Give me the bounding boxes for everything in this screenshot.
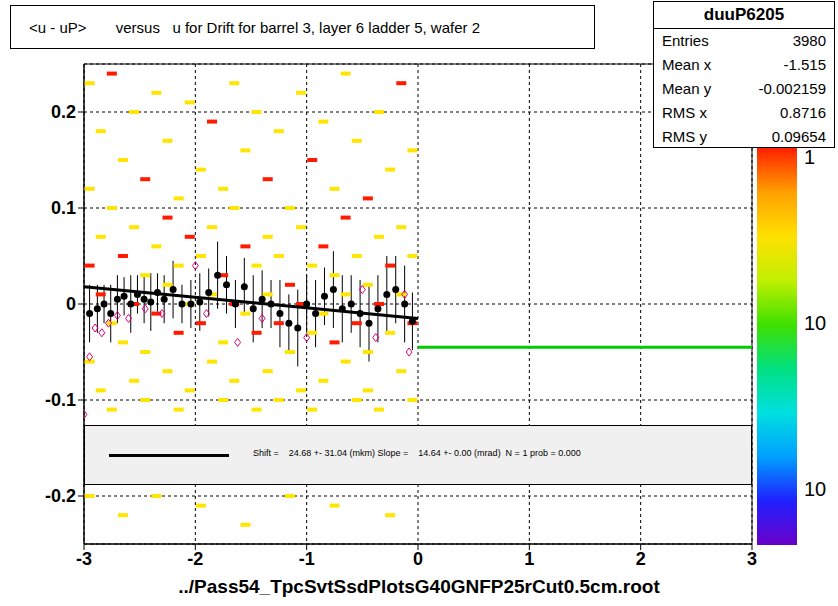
svg-text:-1: -1 [299,549,315,569]
svg-text:0.1: 0.1 [51,198,76,218]
html-text:1: 1 [804,146,816,168]
svg-text:-0.1: -0.1 [45,390,76,410]
html-text:-1.515: -1.515 [783,56,826,73]
svg-text:2: 2 [636,549,646,569]
svg-text:-3: -3 [76,549,92,569]
html-text:Entries: Entries [662,32,709,49]
html-text:<u - uP> versus u for Drift fo: <u - uP> versus u for Drift for barrel 3… [29,18,480,36]
svg-text:0: 0 [66,294,76,314]
svg-text:-0.2: -0.2 [45,486,76,506]
html-text:RMS y: RMS y [662,128,707,145]
html-text:3980: 3980 [792,32,826,49]
svg-text:3: 3 [747,549,757,569]
html-text:0.8716: 0.8716 [780,104,826,121]
svg-text:0: 0 [413,549,423,569]
svg-text:-2: -2 [187,549,203,569]
html-text:0.09654: 0.09654 [771,128,826,145]
svg-text:0.2: 0.2 [51,102,76,122]
html-text:../Pass54_TpcSvtSsdPlotsG40GNF: ../Pass54_TpcSvtSsdPlotsG40GNFP25rCut0.5… [178,576,660,597]
html-text:10: 10 [804,312,827,334]
html-text:Shift = 24.68 +- 31.04 (mkm) S: Shift = 24.68 +- 31.04 (mkm) Slope = 14.… [253,448,581,458]
html-text:Mean y: Mean y [662,80,712,97]
html-text:Mean x: Mean x [662,56,712,73]
html-text:10: 10 [804,478,827,500]
html-text:duuP6205: duuP6205 [703,5,785,24]
html-text:-0.002159: -0.002159 [758,80,826,97]
html-text:RMS x: RMS x [662,104,707,121]
svg-text:1: 1 [524,549,534,569]
